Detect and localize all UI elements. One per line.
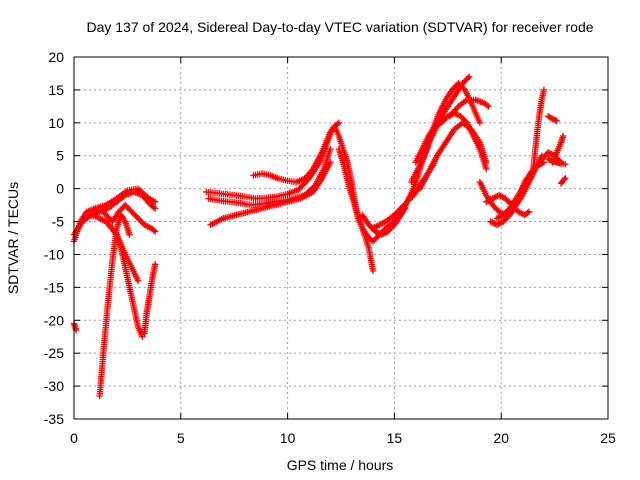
data-point: [126, 231, 133, 238]
data-point: [335, 119, 343, 127]
y-tick-label: -35: [44, 411, 64, 427]
y-tick-label: 15: [48, 82, 64, 98]
data-point: [552, 116, 559, 124]
series-track-20: [446, 96, 492, 120]
series-track-8: [70, 320, 80, 334]
y-tick-label: -5: [52, 214, 65, 230]
data-point: [134, 277, 142, 284]
x-tick-label: 5: [177, 430, 185, 446]
plot-frame: [73, 56, 609, 420]
data-point: [544, 155, 552, 163]
series-track-28: [557, 174, 569, 187]
series-track-6: [109, 224, 146, 340]
y-axis-label: SDTVAR / TECUs: [5, 182, 21, 294]
x-tick-label: 15: [387, 430, 403, 446]
data-point: [483, 159, 490, 166]
series-track-19: [416, 119, 490, 192]
data-point: [151, 205, 159, 212]
plot-area: [70, 73, 569, 400]
x-tick-label: 20: [493, 430, 509, 446]
x-tick-label: 0: [70, 430, 78, 446]
data-point: [465, 73, 473, 80]
data-point: [553, 117, 560, 125]
data-point: [549, 115, 556, 123]
y-tick-label: 20: [48, 49, 64, 65]
data-point: [150, 227, 157, 234]
data-point: [540, 86, 548, 94]
series-track-14: [359, 185, 417, 238]
y-tick-label: -30: [44, 378, 64, 394]
x-tick-label: 10: [280, 430, 296, 446]
series-track-9: [203, 119, 343, 202]
data-point: [547, 157, 555, 164]
x-axis-label: GPS time / hours: [287, 457, 394, 473]
data-point: [151, 198, 159, 205]
series-track-25: [530, 86, 548, 173]
data-point: [525, 208, 533, 215]
data-point: [151, 261, 159, 268]
data-point: [327, 159, 334, 166]
data-point: [483, 165, 490, 173]
series-track-2: [70, 188, 159, 238]
series-track-5: [96, 211, 133, 400]
data-point: [483, 102, 491, 109]
data-point: [562, 161, 569, 168]
series-track-4: [96, 201, 159, 235]
data-point: [550, 116, 558, 123]
y-tick-label: -10: [44, 246, 64, 262]
data-point: [369, 267, 377, 275]
series-track-7: [141, 261, 159, 337]
series-track-29: [544, 155, 569, 168]
y-tick-label: 0: [56, 181, 64, 197]
data-point: [485, 103, 492, 110]
data-point: [561, 176, 568, 183]
y-axis: 20 15 10 5 0 -5 -10 -15 -20 -25 -30 -35: [44, 49, 608, 427]
y-tick-label: -25: [44, 345, 64, 361]
series-track-12: [250, 122, 377, 275]
series-track-24: [493, 149, 565, 222]
data-point: [150, 204, 157, 211]
data-point: [524, 209, 531, 216]
data-point: [546, 156, 553, 163]
data-point: [327, 145, 334, 153]
y-tick-label: 5: [56, 148, 64, 164]
y-tick-label: -15: [44, 279, 64, 295]
grid: [74, 57, 608, 419]
x-tick-label: 25: [600, 430, 616, 446]
data-point: [151, 228, 159, 235]
chart-title: Day 137 of 2024, Sidereal Day-to-day VTE…: [86, 19, 593, 35]
series-track-11: [207, 159, 334, 229]
data-point: [559, 132, 567, 140]
series-track-26: [544, 113, 560, 125]
y-tick-label: 10: [48, 115, 64, 131]
data-point: [562, 174, 569, 182]
data-point: [139, 333, 146, 340]
data-point: [464, 74, 472, 82]
y-tick-label: -20: [44, 312, 64, 328]
data-point: [476, 119, 484, 127]
x-axis: 0 5 10 15 20 25: [70, 57, 616, 446]
